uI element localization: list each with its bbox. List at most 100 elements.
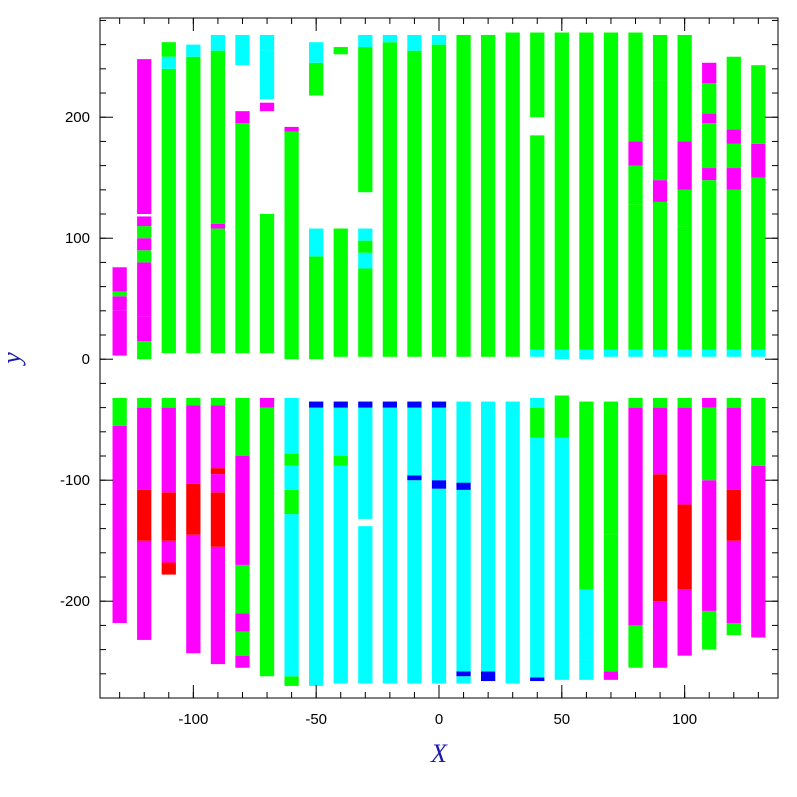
segment-x-130-upper-0 [112, 310, 127, 356]
segment-x120-lower-4 [726, 397, 741, 408]
column-x50 [554, 32, 569, 680]
segment-x130-lower-0 [751, 465, 766, 638]
segment-x100-lower-0 [677, 589, 692, 656]
segment-x-100-lower-1 [186, 483, 201, 535]
segment-x-40-lower-0 [333, 465, 348, 684]
column-x110 [702, 62, 717, 650]
segment-x120-upper-0 [726, 349, 741, 357]
segment-x-20-lower-1 [382, 401, 397, 408]
segment-x10-lower-1 [456, 671, 471, 677]
x-tick-label: 0 [435, 711, 443, 728]
segment-x-120-upper-0 [137, 341, 152, 360]
segment-x30-upper-0 [505, 32, 520, 357]
segment-x-120-upper-3 [137, 250, 152, 263]
segment-x-130-lower-1 [112, 397, 127, 426]
segment-x10-lower-3 [456, 482, 471, 490]
segment-x10-lower-2 [456, 489, 471, 672]
segment-x-60-lower-5 [284, 397, 299, 454]
segment-x110-upper-0 [702, 349, 717, 357]
segment-x0-lower-1 [431, 480, 447, 489]
segment-x60-lower-1 [579, 639, 594, 660]
segment-x-110-lower-0 [161, 562, 176, 575]
column-x-50 [309, 42, 324, 686]
y-tick-label: 100 [65, 230, 90, 247]
segment-x100-lower-2 [677, 407, 692, 505]
segment-x-120-upper-4 [137, 238, 152, 251]
x-axis-title: X [430, 739, 448, 768]
segment-x-70-upper-3 [259, 34, 275, 51]
segment-x-130-upper-1 [112, 296, 127, 311]
segment-x-110-upper-2 [161, 42, 176, 57]
segment-x100-lower-1 [677, 504, 692, 590]
segment-x40-lower-0 [530, 677, 545, 682]
segment-x80-upper-2 [628, 165, 643, 205]
segment-x40-upper-0 [530, 349, 545, 357]
segment-x120-upper-3 [726, 143, 741, 169]
segment-x-120-lower-2 [137, 407, 152, 490]
segment-x40-upper-1 [530, 135, 545, 350]
segment-x50-lower-1 [554, 395, 569, 438]
segment-x-100-lower-2 [186, 405, 201, 484]
segment-x-100-lower-3 [186, 397, 201, 406]
segment-x-90-lower-0 [210, 546, 226, 665]
segment-x-20-upper-0 [382, 42, 397, 357]
segment-x-120-lower-3 [137, 397, 152, 408]
x-tick-label: 50 [553, 711, 570, 728]
column-x-100 [186, 44, 201, 654]
segment-x110-upper-6 [702, 62, 717, 84]
column-x30 [505, 32, 520, 684]
segment-x-10-upper-1 [407, 34, 422, 51]
segment-x-70-lower-1 [259, 397, 275, 408]
segment-x-110-lower-3 [161, 407, 176, 493]
column-x-120 [137, 59, 152, 640]
segment-x40-lower-1 [530, 437, 545, 678]
segment-x80-upper-1 [628, 204, 643, 350]
segment-x10-lower-0 [456, 676, 471, 684]
segment-x-30-lower-0 [358, 526, 373, 684]
segment-x0-upper-1 [431, 34, 447, 45]
segment-x90-upper-3 [652, 171, 668, 181]
y-tick-label: 200 [65, 109, 90, 126]
segment-x-60-lower-0 [284, 676, 299, 686]
segment-x130-upper-3 [751, 65, 766, 144]
segment-x80-upper-4 [628, 32, 643, 142]
segment-x-70-upper-1 [259, 102, 275, 112]
segment-x-110-lower-1 [161, 540, 176, 563]
column-x-10 [407, 34, 422, 684]
segment-x-110-lower-4 [161, 397, 176, 408]
segment-x-10-upper-0 [407, 50, 422, 357]
segment-x10-lower-4 [456, 401, 471, 483]
segment-x-40-upper-0 [333, 228, 348, 357]
segment-x110-upper-1 [702, 180, 717, 350]
segment-x90-lower-0 [652, 601, 668, 668]
segment-x0-lower-3 [431, 401, 447, 408]
segment-x-30-lower-1 [358, 407, 373, 519]
segment-x120-upper-2 [726, 168, 741, 190]
segment-x-60-upper-0 [284, 131, 299, 360]
segment-x-100-lower-0 [186, 534, 201, 654]
column-x-30 [358, 34, 373, 684]
segment-x-50-upper-3 [309, 42, 324, 63]
segment-x-10-lower-3 [407, 401, 422, 408]
column-x-130 [112, 267, 127, 623]
segment-x60-lower-2 [579, 589, 594, 640]
segment-x70-lower-1 [603, 534, 619, 672]
segment-x-40-upper-1 [333, 47, 348, 55]
column-x60 [579, 32, 594, 680]
segment-x0-upper-0 [431, 44, 447, 357]
segment-x-80-lower-3 [235, 564, 250, 614]
segment-x-40-lower-3 [333, 401, 348, 408]
column-x10 [456, 34, 471, 684]
segment-x-80-lower-2 [235, 613, 250, 632]
x-tick-label: 100 [672, 711, 697, 728]
segment-x70-lower-0 [603, 671, 619, 680]
segment-x20-lower-1 [481, 401, 496, 672]
segment-x110-upper-2 [702, 168, 717, 181]
y-axis-title: y [0, 352, 26, 367]
segment-x110-lower-2 [702, 407, 717, 481]
segment-x-110-lower-2 [161, 492, 176, 541]
segment-x0-lower-2 [431, 407, 447, 481]
column-x-90 [210, 34, 226, 665]
segment-x90-lower-1 [652, 474, 668, 602]
segment-x-90-upper-0 [210, 228, 226, 354]
